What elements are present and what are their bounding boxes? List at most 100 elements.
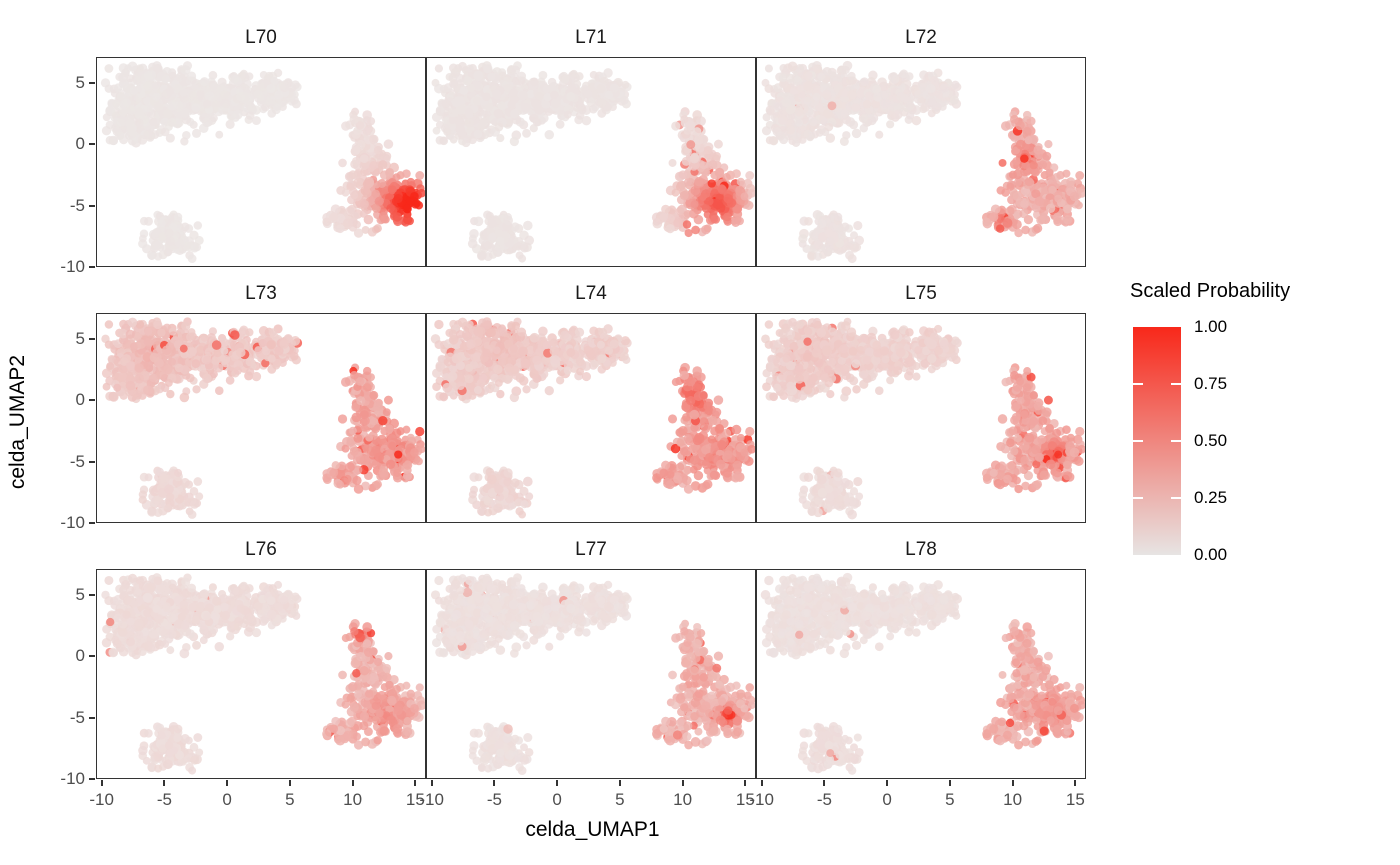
y-axis-tick-label: -5 — [69, 707, 85, 727]
legend-tick-label: 0.50 — [1194, 431, 1228, 450]
x-axis-tick-label: -5 — [816, 790, 832, 809]
y-axis-tick-mark — [89, 337, 95, 340]
x-axis-tick-label: -5 — [156, 790, 172, 809]
x-axis-tick-label: 5 — [615, 790, 625, 809]
y-axis-tick-mark — [89, 778, 95, 780]
legend-title: Scaled Probability — [1130, 280, 1291, 302]
y-axis-tick-label: 0 — [75, 390, 85, 410]
y-axis-tick-label: -10 — [60, 769, 85, 788]
x-axis-tick-mark — [288, 780, 291, 786]
facet-title-L77: L77 — [575, 539, 607, 560]
x-axis-tick-mark — [163, 780, 166, 786]
x-axis-tick-label: -10 — [89, 790, 114, 809]
facet-title-L76: L76 — [245, 539, 277, 560]
x-axis-tick-mark — [556, 780, 559, 786]
y-axis-tick-label: -10 — [60, 257, 85, 276]
x-axis-tick-label: -5 — [486, 790, 502, 809]
x-axis-tick-mark — [351, 780, 354, 786]
color-legend: Scaled Probability 1.00 0.75 0.50 0.25 0.00 — [1130, 280, 1370, 564]
x-axis-tick-mark — [681, 780, 684, 786]
facet-panel-L73: 5 0 -5 -10 — [60, 313, 426, 532]
x-axis-tick-label: -10 — [419, 790, 444, 809]
scatter-canvas-L71 — [426, 57, 756, 267]
x-axis-tick-mark — [414, 780, 417, 786]
y-axis-tick-mark — [89, 266, 95, 268]
y-axis-tick-mark — [89, 522, 95, 524]
x-axis-tick-label: 5 — [285, 790, 295, 809]
legend-tick-notch — [1171, 440, 1181, 442]
x-axis-tick-mark — [1011, 780, 1014, 786]
facet-panel-L72 — [756, 57, 1086, 267]
legend-tick-notch — [1171, 497, 1181, 499]
facet-title-L73: L73 — [245, 283, 277, 304]
x-axis-tick-mark — [493, 780, 496, 786]
scatter-canvas-L75 — [756, 313, 1086, 523]
y-axis-tick-mark — [89, 143, 95, 146]
legend-tick-notch — [1133, 497, 1143, 499]
y-axis-tick-mark — [89, 460, 95, 463]
x-axis-tick-label: 0 — [882, 790, 892, 809]
facet-title-L74: L74 — [575, 283, 607, 304]
legend-gradient-bar — [1133, 327, 1181, 555]
y-axis-tick-label: 0 — [75, 134, 85, 154]
x-axis-tick-label: 10 — [673, 790, 693, 809]
y-axis-tick-label: 5 — [75, 72, 85, 92]
facet-title-L78: L78 — [905, 539, 937, 560]
facet-panel-L75 — [756, 313, 1086, 523]
facet-panel-L78: -10 -5 0 5 10 15 — [749, 569, 1086, 809]
facet-panel-L76: 5 0 -5 -10 -10 -5 0 5 10 15 — [60, 569, 426, 809]
x-axis-tick-mark — [100, 780, 103, 786]
x-axis-tick-label: 15 — [405, 790, 425, 809]
x-axis-tick-mark — [1074, 780, 1077, 786]
legend-tick-notch — [1171, 383, 1181, 385]
facet-title-L72: L72 — [905, 27, 937, 48]
y-axis-tick-mark — [89, 204, 95, 207]
legend-tick-label: 0.25 — [1194, 488, 1228, 507]
y-axis-tick-label: 5 — [75, 328, 85, 348]
facet-title-L71: L71 — [575, 27, 607, 48]
x-axis-tick-label: 15 — [735, 790, 755, 809]
x-axis-tick-label: 0 — [222, 790, 232, 809]
x-axis-tick-label: -10 — [749, 790, 774, 809]
x-axis-tick-mark — [618, 780, 621, 786]
y-axis-tick-mark — [89, 593, 95, 596]
scatter-canvas-L73 — [96, 313, 426, 523]
y-axis-tick-label: -5 — [69, 451, 85, 471]
legend-tick-label: 1.00 — [1194, 317, 1228, 336]
facet-panel-L74 — [426, 313, 756, 523]
y-axis-tick-mark — [89, 81, 95, 84]
y-axis-tick-mark — [89, 399, 95, 402]
facet-panel-L71 — [426, 57, 756, 267]
facet-title-L75: L75 — [905, 283, 937, 304]
y-axis-tick-mark — [89, 716, 95, 719]
y-axis-tick-label: -10 — [60, 513, 85, 532]
x-axis-tick-label: 0 — [552, 790, 562, 809]
x-axis-title: celda_UMAP1 — [525, 818, 660, 841]
scatter-canvas-L77 — [426, 569, 756, 779]
scatter-canvas-L72 — [756, 57, 1086, 267]
x-axis-tick-mark — [430, 780, 433, 786]
x-axis-tick-mark — [760, 780, 763, 786]
x-axis-tick-mark — [948, 780, 951, 786]
facet-title-L70: L70 — [245, 27, 277, 48]
scatter-canvas-L78 — [756, 569, 1086, 779]
x-axis-tick-mark — [823, 780, 826, 786]
x-axis-tick-label: 10 — [1003, 790, 1023, 809]
y-axis-tick-label: 0 — [75, 646, 85, 666]
legend-tick-label: 0.75 — [1194, 374, 1228, 393]
facet-panel-L77: -10 -5 0 5 10 15 — [419, 569, 756, 809]
scatter-canvas-L76 — [96, 569, 426, 779]
x-axis-tick-mark — [744, 780, 747, 786]
x-axis-tick-mark — [886, 780, 889, 786]
x-axis-tick-label: 15 — [1065, 790, 1085, 809]
y-axis-tick-label: -5 — [69, 195, 85, 215]
legend-tick-notch — [1133, 383, 1143, 385]
x-axis-tick-label: 5 — [945, 790, 955, 809]
facet-panel-L70: 5 0 -5 -10 — [60, 57, 426, 276]
y-axis-tick-label: 5 — [75, 584, 85, 604]
y-axis-tick-mark — [89, 655, 95, 658]
legend-tick-notch — [1133, 440, 1143, 442]
scatter-canvas-L74 — [426, 313, 756, 523]
x-axis-tick-label: 10 — [343, 790, 363, 809]
